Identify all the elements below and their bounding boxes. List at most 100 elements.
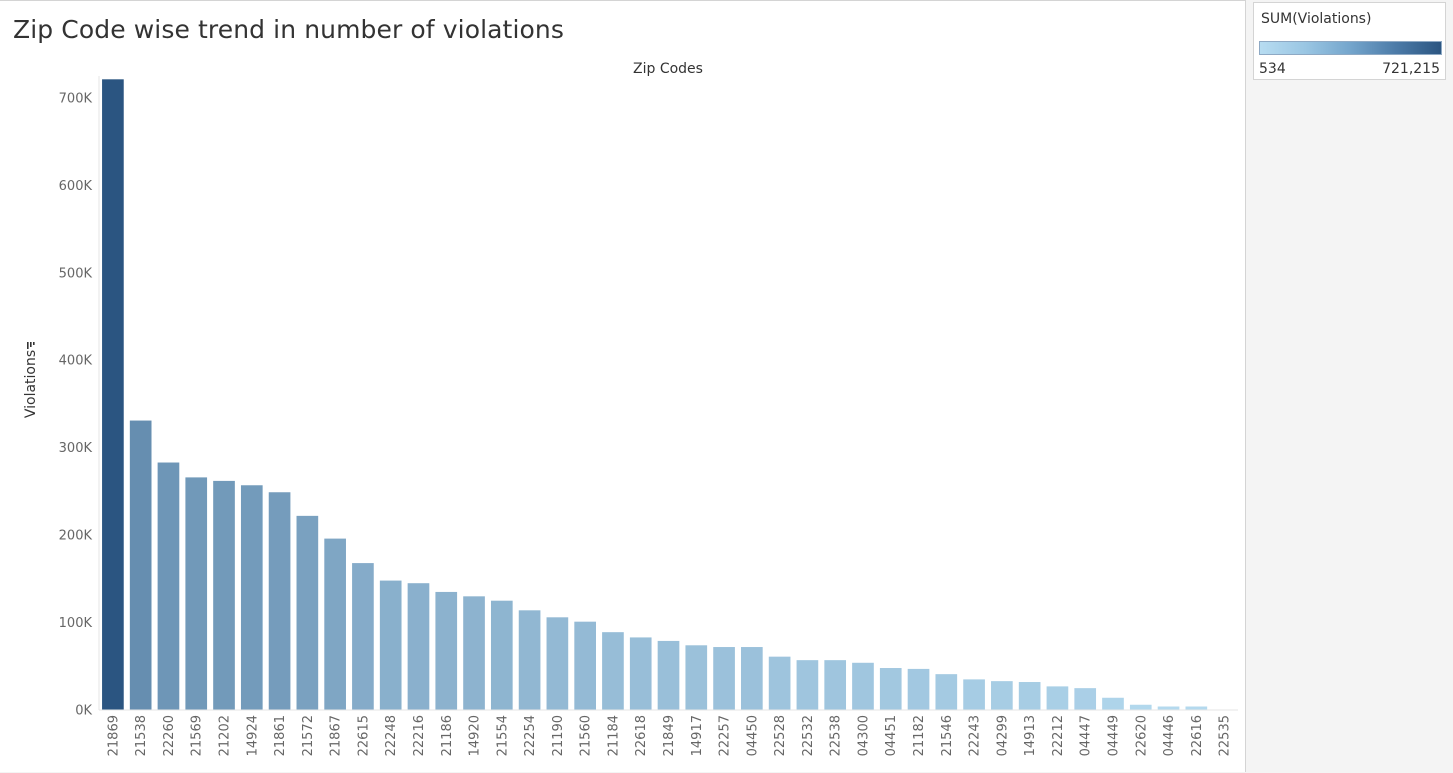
x-tick-label: 21849 <box>662 715 677 756</box>
bar[interactable] <box>1046 686 1069 710</box>
x-tick-label: 22257 <box>718 715 733 756</box>
bar[interactable] <box>129 420 152 710</box>
bar[interactable] <box>435 591 458 710</box>
bar[interactable] <box>296 515 319 710</box>
x-tick-label: 22538 <box>829 715 844 756</box>
bar[interactable] <box>518 610 541 710</box>
x-tick-label: 22248 <box>384 715 399 756</box>
bar[interactable] <box>768 656 791 710</box>
x-tick-label: 21554 <box>495 715 510 756</box>
bar[interactable] <box>463 596 485 710</box>
x-tick-label: 21202 <box>218 715 233 756</box>
bar[interactable] <box>741 647 763 710</box>
chart-panel: Zip Code wise trend in number of violati… <box>0 0 1246 772</box>
legend-gradient <box>1259 41 1442 55</box>
bar[interactable] <box>991 681 1013 710</box>
x-tick-label: 14917 <box>690 715 705 756</box>
bars <box>102 79 1235 711</box>
x-tick-label: 22216 <box>412 715 427 756</box>
x-tick-label: 21569 <box>190 715 205 756</box>
bar[interactable] <box>574 621 596 710</box>
bar[interactable] <box>1157 706 1180 711</box>
bar[interactable] <box>324 538 346 710</box>
bar-chart: 0K 100K 200K 300K 400K 500K 600K 700K 21869 2153… <box>23 61 1238 756</box>
bar[interactable] <box>352 563 374 710</box>
x-tick-label: 21861 <box>273 715 288 756</box>
x-tick-label: 04446 <box>1162 715 1177 756</box>
x-tick-label: 21184 <box>606 715 621 756</box>
x-tick-label: 14913 <box>1023 715 1038 756</box>
bar[interactable] <box>407 583 430 710</box>
y-axis-title: Violations <box>23 350 39 418</box>
x-tick-label: 22535 <box>1218 715 1233 756</box>
x-tick-label: 22618 <box>634 715 649 756</box>
bar[interactable] <box>1129 704 1152 710</box>
bar[interactable] <box>1018 682 1041 710</box>
bar[interactable] <box>240 485 263 710</box>
bar[interactable] <box>796 660 819 710</box>
bar[interactable] <box>907 668 930 710</box>
x-tick-label: 22620 <box>1134 715 1149 756</box>
y-tick-label: 400K <box>59 354 93 369</box>
x-tick-label: 04447 <box>1079 715 1094 756</box>
bar[interactable] <box>879 668 902 710</box>
bar[interactable] <box>546 617 569 710</box>
bar[interactable] <box>490 600 513 710</box>
y-tick-label: 500K <box>59 266 93 281</box>
bar[interactable] <box>685 645 708 710</box>
bar[interactable] <box>185 477 208 710</box>
bar[interactable] <box>852 662 874 710</box>
sort-icon[interactable] <box>27 342 35 349</box>
bar[interactable] <box>657 640 680 710</box>
x-tick-label: 04300 <box>856 715 871 756</box>
x-tick-label: 21560 <box>579 715 594 756</box>
x-tick-label: 21869 <box>106 715 121 756</box>
x-tick-label: 04299 <box>995 715 1010 756</box>
bar[interactable] <box>268 492 291 710</box>
bar[interactable] <box>963 679 985 710</box>
color-legend: SUM(Violations) 534 721,215 <box>1253 2 1446 80</box>
legend-min-label: 534 <box>1259 61 1286 77</box>
bar[interactable] <box>935 674 958 710</box>
y-tick-label: 600K <box>59 179 93 194</box>
bar[interactable] <box>1102 697 1124 710</box>
x-tick-label: 14924 <box>245 715 260 756</box>
y-tick-label: 0K <box>75 704 92 719</box>
bar[interactable] <box>629 637 652 710</box>
x-tick-label: 21572 <box>301 715 316 756</box>
bar[interactable] <box>379 580 402 710</box>
x-tick-label: 21867 <box>329 715 344 756</box>
x-tick-label: 21190 <box>551 715 566 756</box>
x-tick-label: 22243 <box>968 715 983 756</box>
x-tick-label: 22532 <box>801 715 816 756</box>
y-tick-label: 200K <box>59 529 93 544</box>
x-tick-label: 21538 <box>134 715 149 756</box>
y-tick-label: 100K <box>59 616 93 631</box>
x-tick-label: 04451 <box>884 715 899 756</box>
y-tick-label: 300K <box>59 441 93 456</box>
bar[interactable] <box>1074 688 1097 710</box>
x-tick-label: 22212 <box>1051 715 1066 756</box>
bar[interactable] <box>602 632 624 710</box>
bar[interactable] <box>157 462 180 710</box>
bar[interactable] <box>213 480 235 710</box>
x-tick-label: 22528 <box>773 715 788 756</box>
x-tick-label: 22260 <box>162 715 177 756</box>
page-title: Zip Code wise trend in number of violati… <box>13 15 564 44</box>
x-tick-label: 22616 <box>1190 715 1205 756</box>
y-axis: 0K 100K 200K 300K 400K 500K 600K 700K <box>59 91 93 718</box>
bar[interactable] <box>102 79 124 710</box>
x-tick-label: 22615 <box>356 715 371 756</box>
legend-max-label: 721,215 <box>1382 61 1440 77</box>
x-tick-label: 14920 <box>468 715 483 756</box>
x-tick-label: 04450 <box>745 715 760 756</box>
x-tick-label: 22254 <box>523 715 538 756</box>
x-tick-label: 21182 <box>912 715 927 756</box>
x-axis: 21869 21538 22260 21569 21202 14924 21861 21572… <box>106 715 1232 756</box>
y-tick-label: 700K <box>59 91 93 106</box>
bar[interactable] <box>713 647 735 710</box>
bar[interactable] <box>1185 706 1208 711</box>
x-tick-label: 21546 <box>940 715 955 756</box>
bar[interactable] <box>824 660 847 710</box>
x-tick-label: 21186 <box>440 715 455 756</box>
